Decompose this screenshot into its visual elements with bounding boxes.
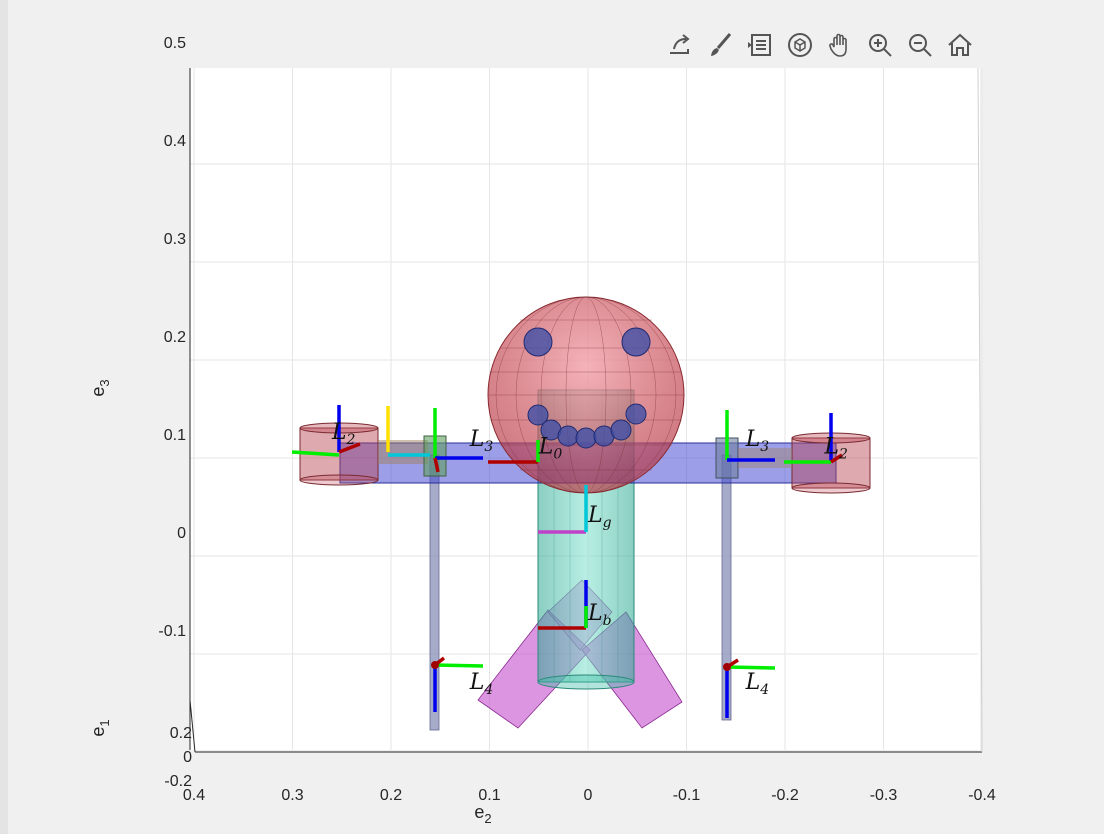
z-tick-label: 0.2 bbox=[170, 725, 192, 742]
export-icon[interactable] bbox=[662, 28, 698, 62]
y-tick-labels: 0.5 0.4 0.3 0.2 0.1 0 -0.1 bbox=[158, 35, 186, 640]
window-edge bbox=[0, 0, 8, 834]
pan-hand-icon[interactable] bbox=[822, 28, 858, 62]
coordinate-frames bbox=[291, 405, 843, 718]
y-tick-label: 0.5 bbox=[164, 35, 186, 52]
y-tick-label: -0.1 bbox=[158, 623, 186, 640]
right-eye bbox=[621, 327, 651, 357]
x-tick-label: 0.1 bbox=[478, 787, 500, 804]
smile bbox=[527, 403, 647, 449]
y-axis-label: e3 bbox=[88, 379, 112, 396]
x-tick-label: 0.3 bbox=[281, 787, 303, 804]
home-icon[interactable] bbox=[942, 28, 978, 62]
brush-icon[interactable] bbox=[702, 28, 738, 62]
zoom-in-icon[interactable] bbox=[862, 28, 898, 62]
z-axis-label: e1 bbox=[88, 719, 112, 736]
axes-toolbar bbox=[662, 28, 982, 62]
x-axis-label: e2 bbox=[474, 802, 491, 826]
back-axis-line bbox=[977, 67, 983, 753]
grid-lines bbox=[190, 68, 983, 750]
y-tick-label: 0.3 bbox=[164, 231, 186, 248]
z-axis-line bbox=[189, 699, 196, 753]
left-eye bbox=[523, 327, 553, 357]
rotate-3d-icon[interactable] bbox=[782, 28, 818, 62]
x-tick-label: -0.4 bbox=[968, 787, 996, 804]
x-tick-labels: 0.4 0.3 0.2 0.1 0 -0.1 -0.2 -0.3 -0.4 bbox=[183, 787, 996, 804]
y-tick-label: 0.4 bbox=[164, 133, 186, 150]
x-tick-label: 0 bbox=[584, 787, 593, 804]
x-tick-label: -0.2 bbox=[771, 787, 799, 804]
y-tick-label: 0 bbox=[177, 525, 186, 542]
z-tick-label: 0 bbox=[183, 749, 192, 766]
x-tick-label: -0.3 bbox=[870, 787, 898, 804]
y-tick-label: 0.1 bbox=[164, 427, 186, 444]
torso-bottom bbox=[537, 674, 635, 690]
z-tick-label: -0.2 bbox=[164, 773, 192, 790]
x-tick-label: 0.2 bbox=[380, 787, 402, 804]
zoom-out-icon[interactable] bbox=[902, 28, 938, 62]
x-tick-label: -0.1 bbox=[673, 787, 701, 804]
legend-icon[interactable] bbox=[742, 28, 778, 62]
z-tick-labels: 0.2 0 -0.2 bbox=[164, 725, 192, 790]
y-tick-label: 0.2 bbox=[164, 329, 186, 346]
x-tick-label: 0.4 bbox=[183, 787, 205, 804]
